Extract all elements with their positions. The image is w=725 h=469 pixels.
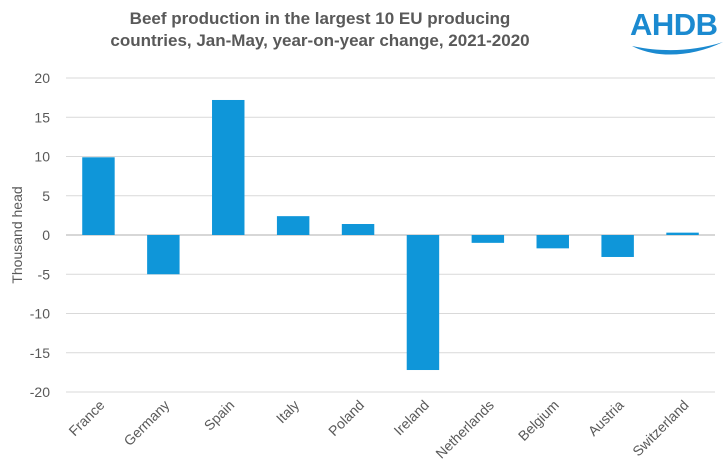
chart-title-line-2: countries, Jan-May, year-on-year change,…: [110, 31, 530, 50]
x-tick-label-italy: Italy: [273, 397, 302, 426]
x-tick-label-belgium: Belgium: [515, 397, 562, 444]
x-tick-label-spain: Spain: [201, 397, 238, 434]
bar-belgium: [536, 235, 569, 249]
y-tick-label: 0: [42, 227, 50, 243]
bar-netherlands: [471, 235, 505, 243]
y-tick-label: -20: [30, 384, 50, 400]
y-tick-label: 10: [34, 149, 50, 165]
y-tick-label: 15: [34, 109, 50, 125]
x-tick-label-poland: Poland: [325, 397, 367, 439]
chart-title: Beef production in the largest 10 EU pro…: [60, 8, 580, 52]
bar-france: [82, 157, 115, 235]
logo-swoosh-icon: [632, 42, 723, 55]
bar-ireland: [406, 235, 440, 371]
y-tick-label: -5: [38, 266, 51, 282]
x-axis-ticks: France Germany Spain Italy Poland Ireland Neth…: [65, 397, 691, 462]
x-tick-label-switzerland: Switzerland: [629, 397, 691, 459]
bar-austria: [601, 235, 634, 257]
logo-text: AHDB: [630, 7, 718, 42]
x-tick-label-germany: Germany: [120, 397, 172, 449]
y-tick-label: -15: [30, 345, 50, 361]
bar-italy: [276, 216, 310, 235]
gridlines: [66, 77, 715, 393]
bar-germany: [147, 235, 180, 275]
y-tick-label: -10: [30, 306, 50, 322]
chart-title-line-1: Beef production in the largest 10 EU pro…: [129, 9, 511, 28]
x-tick-label-netherlands: Netherlands: [432, 397, 497, 462]
y-tick-label: 5: [42, 188, 50, 204]
x-tick-label-austria: Austria: [585, 397, 627, 439]
y-tick-label: 20: [34, 70, 50, 86]
bars: [82, 99, 699, 371]
bar-spain: [212, 99, 245, 235]
x-tick-label-france: France: [65, 397, 107, 439]
y-axis-ticks: 20 15 10 5 0 -5 -10 -15 -20: [30, 70, 50, 400]
ahdb-logo: AHDB: [630, 8, 725, 58]
bar-poland: [341, 224, 375, 235]
x-tick-label-ireland: Ireland: [390, 397, 432, 439]
y-axis-title: Thousand head: [9, 186, 25, 283]
bar-switzerland: [666, 232, 699, 235]
